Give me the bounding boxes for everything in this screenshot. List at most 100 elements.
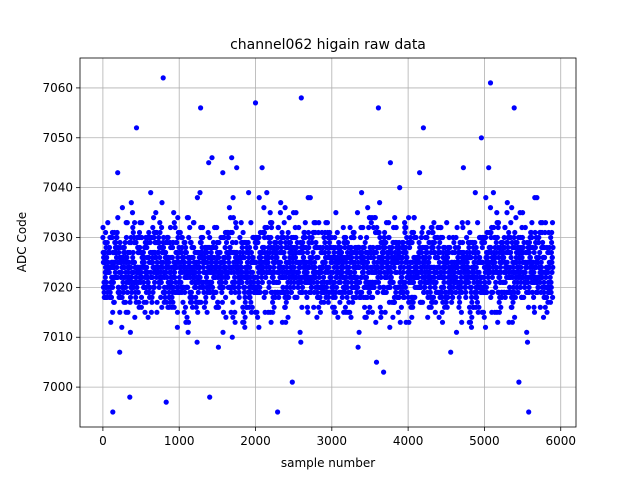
data-point: [117, 309, 123, 315]
data-point-outlier: [478, 135, 484, 141]
data-point: [107, 289, 113, 295]
data-point: [171, 220, 177, 226]
data-point: [193, 294, 199, 300]
data-point: [537, 249, 543, 256]
data-point: [248, 220, 254, 226]
data-point: [268, 319, 274, 325]
data-point: [247, 294, 253, 300]
data-point: [182, 239, 188, 246]
data-point: [149, 274, 155, 280]
x-tick-label: 6000: [545, 434, 576, 448]
data-point: [453, 329, 460, 335]
data-point: [209, 279, 215, 285]
data-point: [455, 264, 461, 270]
data-point: [345, 279, 351, 285]
data-point: [141, 259, 147, 265]
data-point: [240, 309, 247, 315]
data-point: [538, 259, 544, 265]
x-tick-label: 4000: [393, 434, 424, 448]
data-point: [255, 314, 261, 320]
data-point: [431, 239, 438, 246]
data-point: [486, 165, 492, 171]
data-point: [396, 294, 402, 300]
data-point: [463, 294, 469, 300]
data-point: [282, 205, 288, 211]
data-point: [193, 304, 199, 310]
data-point: [197, 190, 203, 196]
data-point: [344, 284, 350, 290]
data-point: [123, 284, 129, 290]
data-point: [488, 294, 494, 300]
data-point: [297, 329, 303, 335]
data-point: [263, 289, 269, 295]
data-point: [284, 264, 290, 270]
data-point: [318, 269, 324, 275]
data-point: [138, 304, 144, 310]
data-point: [346, 299, 352, 305]
data-point: [280, 284, 286, 290]
data-point: [247, 289, 253, 295]
data-point: [426, 254, 432, 261]
data-point: [542, 304, 548, 310]
data-point: [444, 220, 450, 226]
data-point: [360, 269, 366, 275]
data-point: [295, 284, 301, 290]
data-point: [547, 299, 554, 305]
data-point: [550, 244, 556, 251]
data-point: [508, 254, 514, 261]
data-point: [259, 274, 265, 280]
data-point: [176, 274, 182, 280]
data-point: [327, 229, 333, 236]
data-point: [157, 254, 163, 261]
data-point-outlier: [526, 409, 532, 415]
data-point: [404, 289, 410, 295]
data-point: [546, 244, 553, 251]
data-point: [219, 279, 225, 285]
y-axis-label: ADC Code: [15, 212, 29, 272]
data-point: [490, 190, 496, 196]
data-point: [342, 304, 348, 310]
data-point: [136, 299, 142, 305]
data-point: [232, 289, 238, 295]
data-point: [322, 239, 328, 246]
data-point: [151, 215, 157, 221]
data-point: [420, 224, 426, 231]
data-point: [548, 284, 554, 290]
data-point: [169, 254, 175, 261]
data-point: [120, 289, 127, 295]
data-point: [386, 234, 392, 241]
y-tick-label: 7040: [42, 181, 73, 195]
data-point: [227, 244, 233, 251]
data-point: [353, 254, 360, 261]
data-point: [475, 220, 481, 226]
data-point: [504, 239, 511, 246]
data-point: [106, 269, 112, 275]
data-point: [163, 299, 170, 305]
data-point: [213, 289, 219, 295]
data-point: [548, 279, 554, 285]
data-point: [540, 239, 546, 246]
data-point: [375, 289, 381, 295]
data-point: [129, 289, 135, 295]
data-point: [124, 289, 131, 295]
data-point: [174, 309, 181, 315]
data-point: [388, 274, 394, 280]
data-point: [549, 254, 555, 261]
data-point: [200, 234, 206, 241]
data-point: [395, 309, 401, 315]
data-point: [400, 269, 406, 275]
data-point: [325, 294, 332, 300]
data-point: [151, 284, 157, 290]
data-point: [108, 294, 114, 300]
x-tick-label: 0: [99, 434, 107, 448]
data-point: [241, 319, 247, 325]
data-point: [159, 200, 165, 206]
data-point: [494, 264, 500, 270]
data-point: [373, 359, 380, 365]
data-point: [247, 244, 253, 251]
data-point: [314, 314, 320, 320]
data-point: [277, 210, 283, 216]
data-point: [430, 244, 436, 251]
data-point: [458, 279, 465, 285]
data-point: [403, 244, 409, 251]
